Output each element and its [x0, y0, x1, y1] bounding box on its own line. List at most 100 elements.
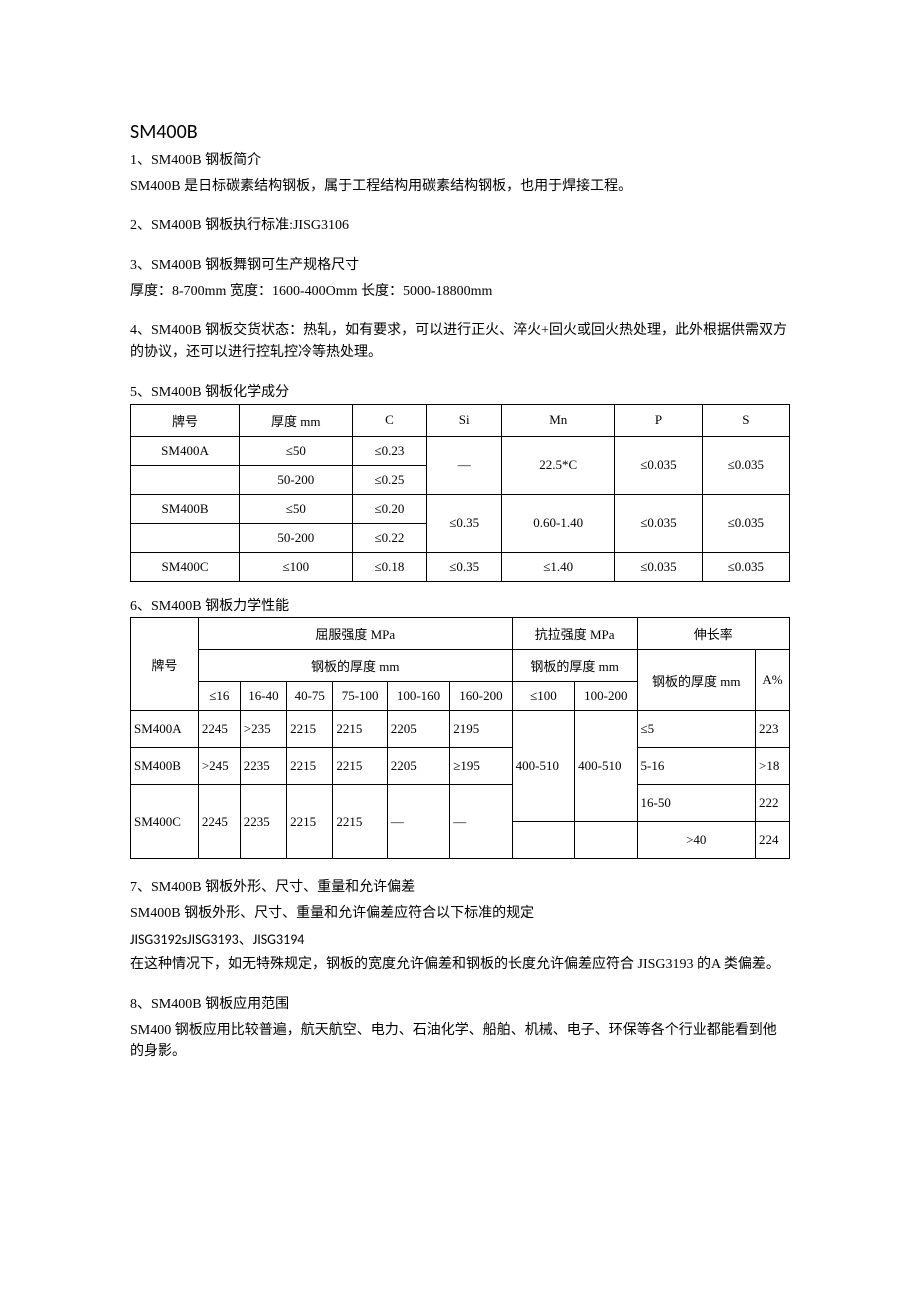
section-3: 3、SM400B 钢板舞钢可生产规格尺寸 厚度：8-700mm 宽度：1600-…: [130, 255, 790, 302]
cell: ≤0.035: [702, 436, 789, 494]
cell: 0.60-1.40: [502, 494, 615, 552]
cell: ≤100: [240, 552, 353, 581]
table-row: 牌号 厚度 mm C Si Mn P S: [131, 404, 790, 436]
cell: 16-50: [637, 785, 755, 822]
cell: 2205: [387, 711, 449, 748]
section-1-heading: 1、SM400B 钢板简介: [130, 150, 790, 172]
table-row: SM400A 2245 >235 2215 2215 2205 2195 400…: [131, 711, 790, 748]
th-p: P: [615, 404, 702, 436]
th-thk3: 钢板的厚度 mm: [637, 650, 755, 711]
cell: 2215: [333, 711, 387, 748]
th-thk1: 钢板的厚度 mm: [198, 650, 512, 682]
cell: 2215: [287, 748, 333, 785]
section-2: 2、SM400B 钢板执行标准:JISG3106: [130, 215, 790, 237]
cell: ≤0.25: [352, 465, 427, 494]
section-1-body: SM400B 是日标碳素结构钢板，属于工程结构用碳素结构钢板，也用于焊接工程。: [130, 176, 790, 198]
cell: SM400B: [131, 494, 240, 523]
cell: 160-200: [450, 682, 512, 711]
th-thk: 厚度 mm: [240, 404, 353, 436]
table-row: SM400B >245 2235 2215 2215 2205 ≥195 5-1…: [131, 748, 790, 785]
cell: SM400B: [131, 748, 199, 785]
section-8: 8、SM400B 钢板应用范围 SM400 钢板应用比较普遍，航天航空、电力、石…: [130, 994, 790, 1063]
cell: ≤0.035: [702, 494, 789, 552]
section-7-body1: SM400B 钢板外形、尺寸、重量和允许偏差应符合以下标准的规定: [130, 903, 790, 925]
cell: 100-200: [575, 682, 637, 711]
cell: ≤5: [637, 711, 755, 748]
cell: 16-40: [240, 682, 286, 711]
cell: 5-16: [637, 748, 755, 785]
cell: [131, 523, 240, 552]
cell: ≤50: [240, 436, 353, 465]
cell: 2235: [240, 748, 286, 785]
section-2-heading: 2、SM400B 钢板执行标准:JISG3106: [130, 215, 790, 237]
cell: 400-510: [575, 711, 637, 822]
th-elong: 伸长率: [637, 618, 789, 650]
cell: 222: [755, 785, 789, 822]
cell: 75-100: [333, 682, 387, 711]
cell: ≤0.035: [702, 552, 789, 581]
cell: 22.5*C: [502, 436, 615, 494]
cell: —: [427, 436, 502, 494]
th-c: C: [352, 404, 427, 436]
section-4: 4、SM400B 钢板交货状态：热轧，如有要求，可以进行正火、淬火+回火或回火热…: [130, 320, 790, 363]
table-row: SM400C 2245 2235 2215 2215 — — 16-50 222: [131, 785, 790, 822]
th-a: A%: [755, 650, 789, 711]
chemical-composition-table: 牌号 厚度 mm C Si Mn P S SM400A ≤50 ≤0.23 — …: [130, 404, 790, 582]
page: SM400B 1、SM400B 钢板简介 SM400B 是日标碳素结构钢板，属于…: [0, 0, 920, 1141]
th-yield: 屈服强度 MPa: [198, 618, 512, 650]
th-thk2: 钢板的厚度 mm: [512, 650, 637, 682]
table-row: SM400B ≤50 ≤0.20 ≤0.35 0.60-1.40 ≤0.035 …: [131, 494, 790, 523]
section-7-body2: JISG3192sJISG3193、JISG3194: [130, 929, 790, 951]
doc-title: SM400B: [130, 120, 790, 144]
section-8-body: SM400 钢板应用比较普遍，航天航空、电力、石油化学、船舶、机械、电子、环保等…: [130, 1020, 790, 1063]
cell: >245: [198, 748, 240, 785]
cell: SM400A: [131, 711, 199, 748]
cell: [131, 465, 240, 494]
table-row: 钢板的厚度 mm 钢板的厚度 mm 钢板的厚度 mm A%: [131, 650, 790, 682]
cell: ≤0.035: [615, 552, 702, 581]
cell: 2215: [333, 748, 387, 785]
cell: 2245: [198, 785, 240, 859]
cell: ≥195: [450, 748, 512, 785]
cell: SM400A: [131, 436, 240, 465]
cell: >235: [240, 711, 286, 748]
cell: ≤50: [240, 494, 353, 523]
section-7-heading: 7、SM400B 钢板外形、尺寸、重量和允许偏差: [130, 877, 790, 899]
cell: 400-510: [512, 711, 574, 822]
cell: 224: [755, 822, 789, 859]
cell: 2215: [333, 785, 387, 859]
cell: 2245: [198, 711, 240, 748]
cell: >40: [637, 822, 755, 859]
section-7: 7、SM400B 钢板外形、尺寸、重量和允许偏差 SM400B 钢板外形、尺寸、…: [130, 877, 790, 976]
cell: 2195: [450, 711, 512, 748]
cell: SM400C: [131, 785, 199, 859]
cell: SM400C: [131, 552, 240, 581]
spacer: [130, 582, 790, 596]
table-row: SM400C ≤100 ≤0.18 ≤0.35 ≤1.40 ≤0.035 ≤0.…: [131, 552, 790, 581]
section-6-heading: 6、SM400B 钢板力学性能: [130, 596, 790, 618]
section-1: 1、SM400B 钢板简介 SM400B 是日标碳素结构钢板，属于工程结构用碳素…: [130, 150, 790, 197]
cell: 2215: [287, 711, 333, 748]
cell: 50-200: [240, 523, 353, 552]
spacer: [130, 859, 790, 877]
table-row: SM400A ≤50 ≤0.23 — 22.5*C ≤0.035 ≤0.035: [131, 436, 790, 465]
th-mn: Mn: [502, 404, 615, 436]
section-7-body3: 在这种情况下，如无特殊规定，钢板的宽度允许偏差和钢板的长度允许偏差应符合 JIS…: [130, 954, 790, 976]
cell: 50-200: [240, 465, 353, 494]
cell: ≤0.035: [615, 494, 702, 552]
cell: 2235: [240, 785, 286, 859]
cell: 2205: [387, 748, 449, 785]
cell: ≤0.18: [352, 552, 427, 581]
cell: 2215: [287, 785, 333, 859]
cell: ≤0.35: [427, 552, 502, 581]
cell-empty: [512, 822, 574, 859]
cell: —: [450, 785, 512, 859]
cell: ≤0.20: [352, 494, 427, 523]
cell: 100-160: [387, 682, 449, 711]
cell: 40-75: [287, 682, 333, 711]
cell: 223: [755, 711, 789, 748]
th-si: Si: [427, 404, 502, 436]
th-tensile: 抗拉强度 MPa: [512, 618, 637, 650]
section-4-body: 4、SM400B 钢板交货状态：热轧，如有要求，可以进行正火、淬火+回火或回火热…: [130, 320, 790, 363]
th-s: S: [702, 404, 789, 436]
